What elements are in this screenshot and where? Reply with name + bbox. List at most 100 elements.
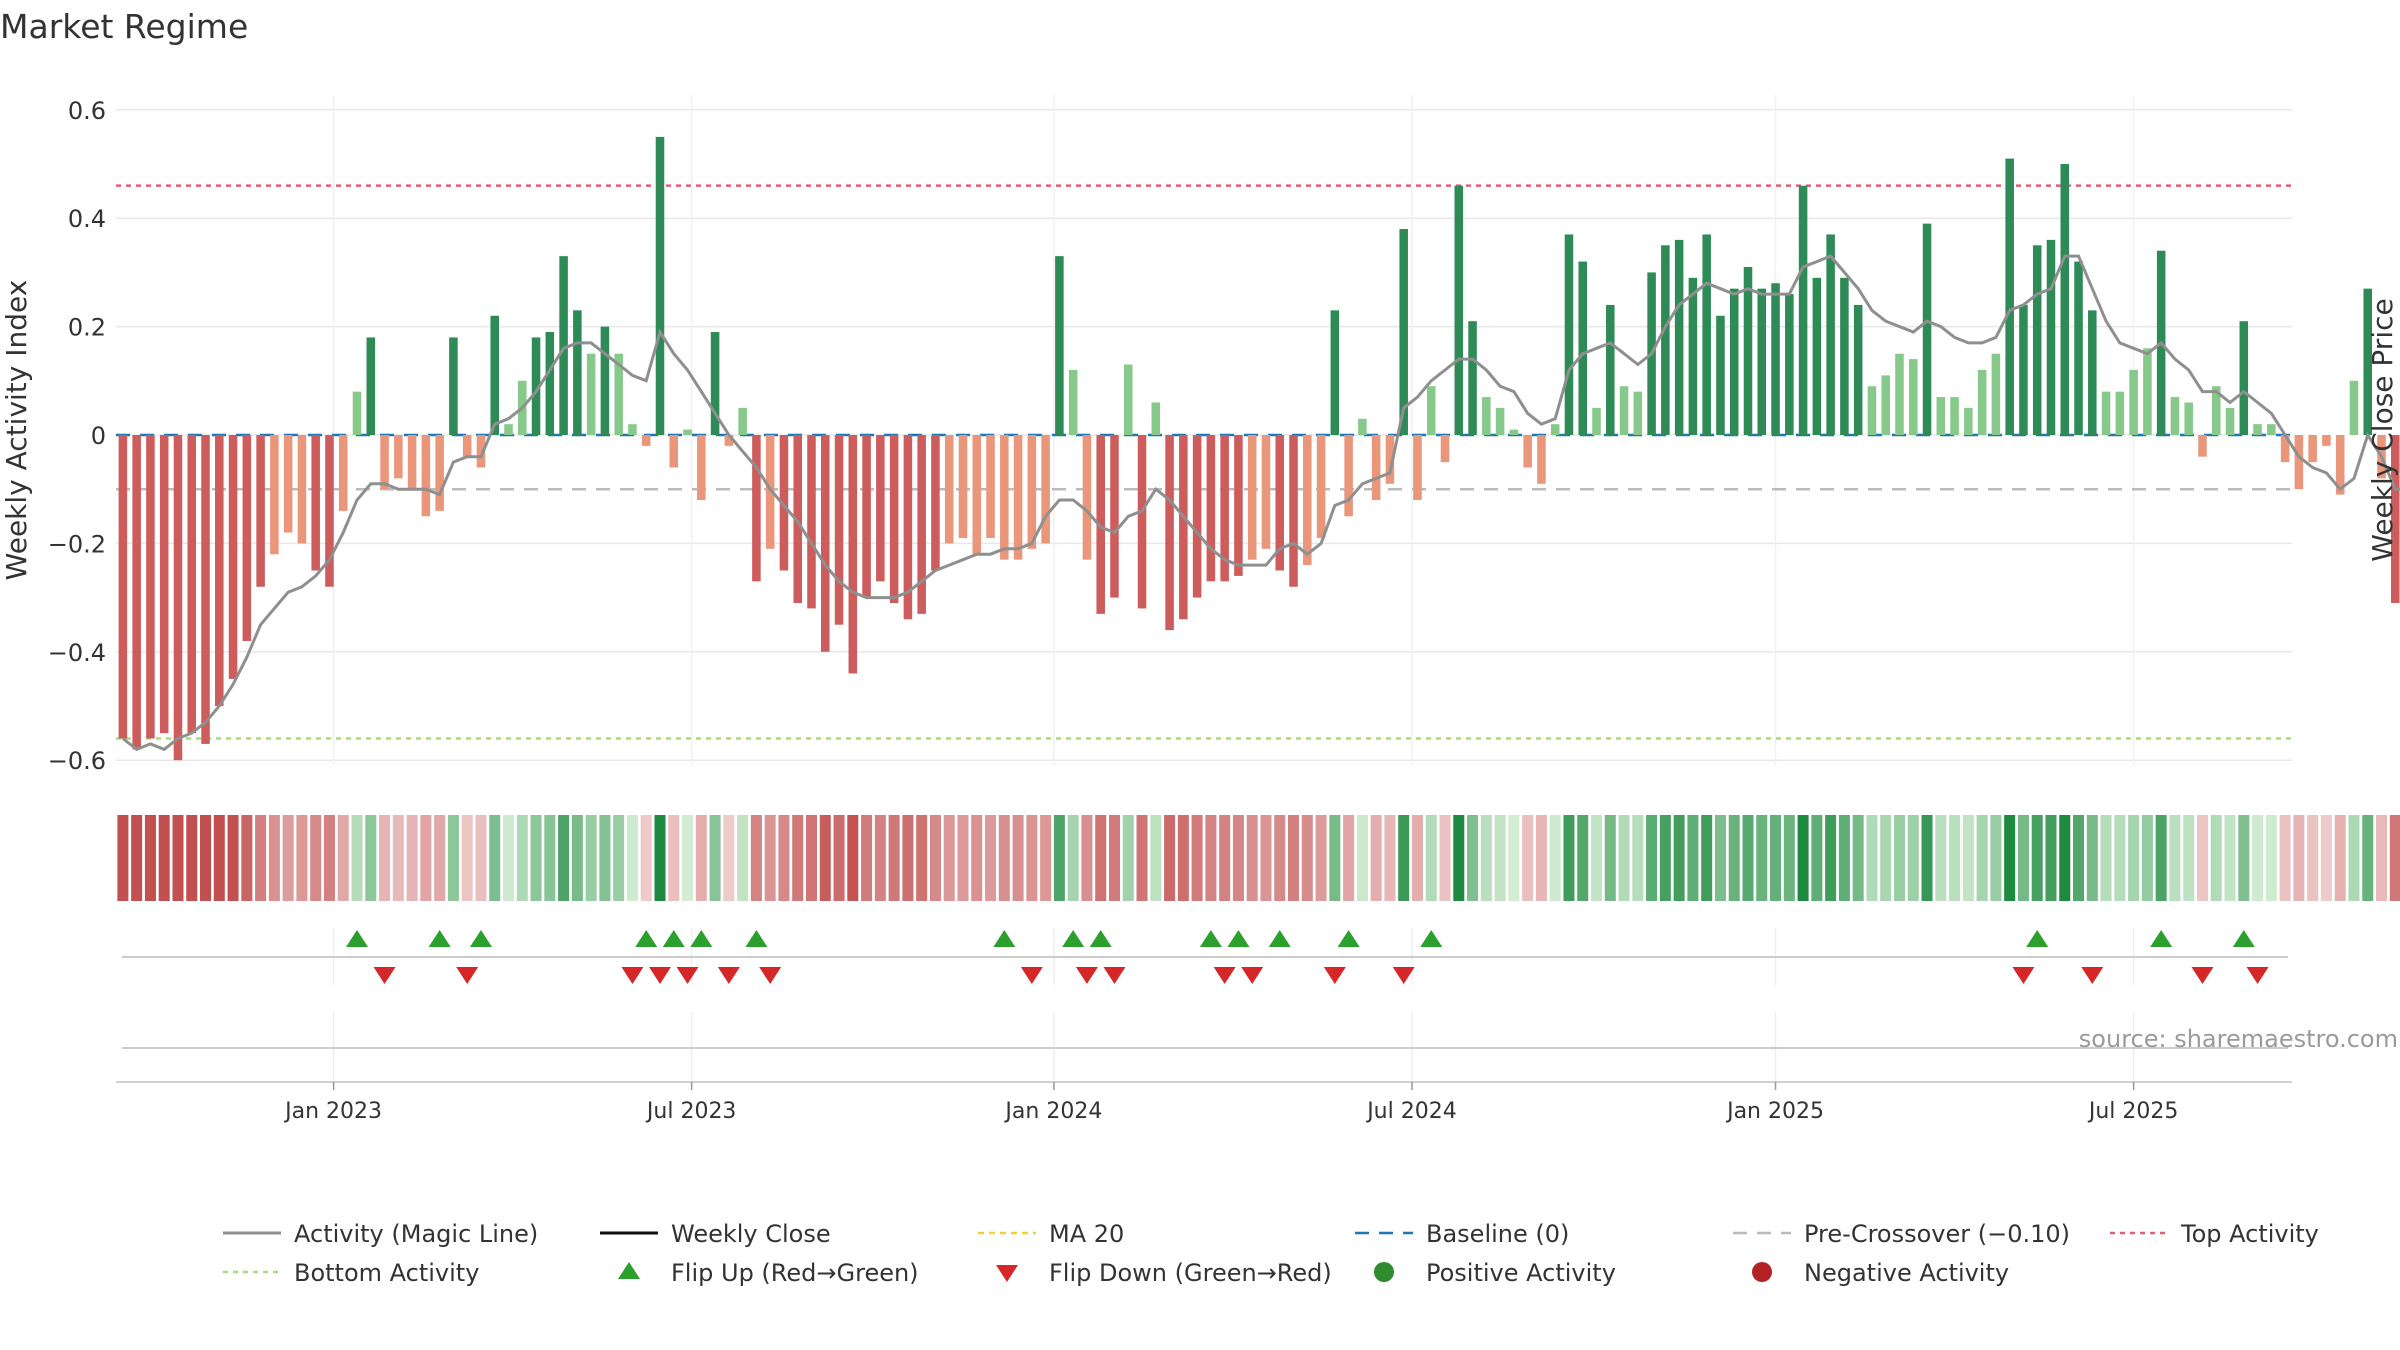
activity-bar (1633, 391, 1643, 435)
regime-strip-cell (282, 815, 294, 901)
flip-up-marker (346, 930, 369, 947)
activity-bar (435, 435, 444, 511)
regime-strip-cell (2376, 815, 2388, 901)
flip-down-marker (2081, 967, 2104, 984)
flip-up-marker (2026, 930, 2049, 947)
activity-bar (986, 435, 995, 538)
regime-strip-cell (1549, 815, 1561, 901)
regime-strip (117, 815, 2400, 901)
regime-strip-cell (296, 815, 308, 901)
activity-bar (1771, 283, 1780, 435)
activity-bar (2308, 435, 2317, 463)
x-axis: Jan 2023 Jul 2023 Jan 2024 Jul 2024 Jan 2025… (116, 1081, 2292, 1124)
regime-strip-cell (1467, 815, 1479, 901)
activity-bar (187, 435, 197, 734)
flip-up-marker (2232, 930, 2255, 947)
activity-magic-line (121, 254, 2400, 752)
activity-bar (1110, 435, 1119, 598)
flip-down-marker (649, 967, 671, 984)
activity-bar (159, 435, 169, 734)
activity-bar (1096, 435, 1105, 614)
regime-strip-cell (1949, 815, 1961, 901)
regime-strip-cell (985, 815, 997, 901)
regime-strip-cell (682, 815, 694, 901)
activity-bar (2074, 261, 2083, 435)
activity-bar (1606, 304, 1615, 435)
activity-bar (1537, 435, 1546, 484)
flip-up-marker (662, 930, 685, 947)
regime-strip-cell (2265, 815, 2277, 901)
activity-bar (2129, 369, 2138, 435)
activity-bar (752, 435, 761, 582)
activity-bar (2211, 386, 2221, 435)
activity-bar (834, 435, 844, 625)
activity-bar (1674, 239, 1684, 435)
regime-strip-cell (1508, 815, 1520, 901)
regime-strip-cell (654, 815, 666, 901)
activity-bar (848, 435, 858, 674)
regime-strip-cell (172, 815, 184, 901)
regime-strip-cell (227, 815, 239, 901)
regime-strip-cell (695, 815, 707, 901)
regime-strip-cell (2073, 815, 2085, 901)
regime-strip-cell (2279, 815, 2291, 901)
regime-strip-cell (847, 815, 859, 901)
activity-bar (972, 435, 982, 555)
activity-bar (2267, 424, 2276, 435)
activity-bar (1881, 375, 1890, 435)
regime-strip-cell (1577, 815, 1589, 901)
regime-strip-cell (489, 815, 501, 901)
activity-bar (490, 315, 500, 435)
regime-strip-cell (723, 815, 735, 901)
x-tick-label: Jul 2023 (645, 1099, 737, 1124)
activity-bar (1702, 234, 1711, 435)
y-left-tick-label: 0.2 (68, 314, 106, 342)
activity-bar (2322, 435, 2331, 446)
activity-bar (132, 435, 141, 750)
regime-strip-cell (1260, 815, 1272, 901)
regime-strip-cell (2141, 815, 2153, 901)
regime-strip-cell (1811, 815, 1823, 901)
regime-strip-cell (1136, 815, 1148, 901)
regime-strip-cell (2183, 815, 2195, 901)
activity-bar (1426, 386, 1436, 435)
activity-bar (338, 435, 348, 511)
flip-up-marker (1062, 930, 1085, 947)
regime-strip-cell (2100, 815, 2112, 901)
regime-strip-cell (1108, 815, 1120, 901)
flip-down-marker (759, 967, 782, 984)
regime-strip-cell (1425, 815, 1437, 901)
regime-strip-cell (2017, 815, 2029, 901)
activity-bar (1165, 435, 1174, 631)
flip-up-marker (993, 930, 1016, 947)
activity-bar (614, 353, 623, 435)
regime-strip-cell (1659, 815, 1671, 901)
regime-strip-cell (626, 815, 638, 901)
activity-bar (876, 435, 885, 582)
activity-bar (2391, 435, 2400, 604)
regime-strip-cell (1838, 815, 1850, 901)
activity-bar (1344, 435, 1353, 517)
regime-strip-cell (1053, 815, 1065, 901)
activity-bar (352, 391, 362, 435)
activity-bar (545, 332, 555, 435)
regime-strip-cell (392, 815, 404, 901)
y-left-tick-label: 0 (91, 422, 106, 450)
regime-strip-cell (2224, 815, 2236, 901)
activity-bar (958, 435, 968, 538)
activity-bar (738, 407, 747, 435)
activity-bar (600, 326, 610, 435)
flip-up-marker (745, 930, 768, 947)
flip-up-marker (1227, 930, 1250, 947)
activity-bar (1385, 435, 1395, 484)
regime-strip-cell (434, 815, 446, 901)
activity-bar (311, 435, 320, 571)
regime-strip-cell (406, 815, 418, 901)
regime-strip-cell (1040, 815, 1052, 901)
legend-swatch-dot-icon (1752, 1262, 1772, 1282)
flip-down-marker (1075, 967, 1098, 984)
activity-bar (256, 435, 265, 587)
activity-bar (1179, 435, 1188, 620)
regime-strip-cell (1825, 815, 1837, 901)
